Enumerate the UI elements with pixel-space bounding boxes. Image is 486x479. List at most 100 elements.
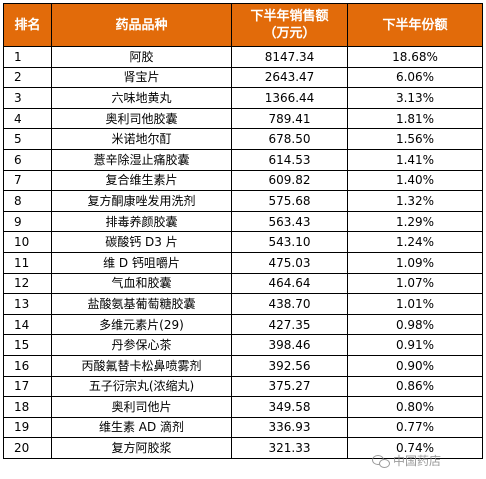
table-body: 1 阿胶 8147.34 18.68% 2 肾宝片 2643.47 6.06% 3 六味地黄丸 13… [3, 46, 483, 459]
cell-drug-name: 复方酮康唑发用洗剂 [51, 190, 232, 212]
cell-sales: 349.58 [231, 396, 348, 418]
cell-sales: 789.41 [231, 107, 348, 130]
header-sales-line1: 下半年销售额 [250, 9, 329, 24]
cell-sales: 678.50 [231, 128, 348, 150]
header-sales: 下半年销售额 （万元） [231, 3, 348, 47]
cell-rank: 18 [3, 396, 52, 418]
cell-share: 1.41% [347, 148, 483, 171]
cell-rank: 17 [3, 375, 52, 398]
cell-drug-name: 气血和胶囊 [51, 272, 232, 295]
header-row: 排名 药品品种 下半年销售额 （万元） 下半年份额 [3, 3, 483, 47]
table-row: 19 维生素 AD 滴剂 336.93 0.77% [3, 416, 483, 439]
cell-share: 0.74% [347, 437, 483, 459]
table-row: 6 薏辛除湿止痛胶囊 614.53 1.41% [3, 148, 483, 171]
cell-share: 0.86% [347, 375, 483, 398]
cell-drug-name: 排毒养颜胶囊 [51, 210, 232, 233]
table-row: 13 盐酸氨基葡萄糖胶囊 438.70 1.01% [3, 293, 483, 315]
cell-rank: 12 [3, 272, 52, 295]
header-rank: 排名 [3, 3, 52, 47]
header-drug-name: 药品品种 [51, 3, 232, 47]
cell-drug-name: 维生素 AD 滴剂 [51, 416, 232, 439]
cell-sales: 614.53 [231, 148, 348, 171]
cell-drug-name: 丹参保心茶 [51, 334, 232, 356]
cell-drug-name: 多维元素片(29) [51, 313, 232, 336]
cell-drug-name: 盐酸氨基葡萄糖胶囊 [51, 293, 232, 315]
table-row: 14 多维元素片(29) 427.35 0.98% [3, 313, 483, 336]
cell-drug-name: 阿胶 [51, 46, 232, 68]
cell-share: 1.24% [347, 231, 483, 253]
table-row: 1 阿胶 8147.34 18.68% [3, 46, 483, 68]
table-row: 20 复方阿胶浆 321.33 0.74% [3, 437, 483, 459]
cell-rank: 5 [3, 128, 52, 150]
cell-sales: 543.10 [231, 231, 348, 253]
table-row: 7 复合维生素片 609.82 1.40% [3, 169, 483, 192]
cell-share: 18.68% [347, 46, 483, 68]
cell-rank: 7 [3, 169, 52, 192]
cell-rank: 14 [3, 313, 52, 336]
table-row: 4 奥利司他胶囊 789.41 1.81% [3, 107, 483, 130]
cell-sales: 563.43 [231, 210, 348, 233]
table-header: 排名 药品品种 下半年销售额 （万元） 下半年份额 [3, 3, 483, 47]
cell-sales: 336.93 [231, 416, 348, 439]
table-row: 3 六味地黄丸 1366.44 3.13% [3, 87, 483, 109]
cell-share: 1.81% [347, 107, 483, 130]
cell-drug-name: 复方阿胶浆 [51, 437, 232, 459]
cell-rank: 13 [3, 293, 52, 315]
cell-rank: 9 [3, 210, 52, 233]
cell-rank: 11 [3, 251, 52, 274]
cell-sales: 398.46 [231, 334, 348, 356]
cell-drug-name: 米诺地尔酊 [51, 128, 232, 150]
cell-drug-name: 六味地黄丸 [51, 87, 232, 109]
cell-share: 0.91% [347, 334, 483, 356]
cell-share: 0.98% [347, 313, 483, 336]
cell-rank: 16 [3, 354, 52, 377]
cell-share: 1.29% [347, 210, 483, 233]
cell-drug-name: 奥利司他胶囊 [51, 107, 232, 130]
cell-drug-name: 维 D 钙咀嚼片 [51, 251, 232, 274]
cell-share: 6.06% [347, 66, 483, 89]
cell-rank: 20 [3, 437, 52, 459]
cell-share: 0.90% [347, 354, 483, 377]
table-row: 11 维 D 钙咀嚼片 475.03 1.09% [3, 251, 483, 274]
cell-share: 1.40% [347, 169, 483, 192]
table-row: 5 米诺地尔酊 678.50 1.56% [3, 128, 483, 150]
cell-share: 0.77% [347, 416, 483, 439]
cell-drug-name: 复合维生素片 [51, 169, 232, 192]
cell-sales: 8147.34 [231, 46, 348, 68]
cell-drug-name: 薏辛除湿止痛胶囊 [51, 148, 232, 171]
cell-sales: 575.68 [231, 190, 348, 212]
cell-rank: 3 [3, 87, 52, 109]
cell-share: 3.13% [347, 87, 483, 109]
cell-share: 0.80% [347, 396, 483, 418]
table-row: 2 肾宝片 2643.47 6.06% [3, 66, 483, 89]
header-sales-line2: （万元） [263, 26, 316, 41]
table-row: 15 丹参保心茶 398.46 0.91% [3, 334, 483, 356]
cell-drug-name: 五子衍宗丸(浓缩丸) [51, 375, 232, 398]
cell-sales: 392.56 [231, 354, 348, 377]
header-share: 下半年份额 [347, 3, 483, 47]
cell-rank: 1 [3, 46, 52, 68]
cell-rank: 6 [3, 148, 52, 171]
cell-rank: 2 [3, 66, 52, 89]
table-row: 16 丙酸氟替卡松鼻喷雾剂 392.56 0.90% [3, 354, 483, 377]
table-row: 9 排毒养颜胶囊 563.43 1.29% [3, 210, 483, 233]
cell-sales: 427.35 [231, 313, 348, 336]
cell-rank: 10 [3, 231, 52, 253]
table-row: 17 五子衍宗丸(浓缩丸) 375.27 0.86% [3, 375, 483, 398]
cell-rank: 8 [3, 190, 52, 212]
cell-share: 1.01% [347, 293, 483, 315]
cell-drug-name: 碳酸钙 D3 片 [51, 231, 232, 253]
cell-sales: 438.70 [231, 293, 348, 315]
cell-sales: 609.82 [231, 169, 348, 192]
cell-share: 1.07% [347, 272, 483, 295]
cell-drug-name: 奥利司他片 [51, 396, 232, 418]
cell-sales: 1366.44 [231, 87, 348, 109]
cell-share: 1.32% [347, 190, 483, 212]
cell-sales: 475.03 [231, 251, 348, 274]
cell-drug-name: 丙酸氟替卡松鼻喷雾剂 [51, 354, 232, 377]
cell-share: 1.09% [347, 251, 483, 274]
table-row: 10 碳酸钙 D3 片 543.10 1.24% [3, 231, 483, 253]
cell-sales: 2643.47 [231, 66, 348, 89]
sales-ranking-table: 排名 药品品种 下半年销售额 （万元） 下半年份额 1 阿胶 8147.34 18.6… [3, 3, 483, 459]
cell-rank: 4 [3, 107, 52, 130]
